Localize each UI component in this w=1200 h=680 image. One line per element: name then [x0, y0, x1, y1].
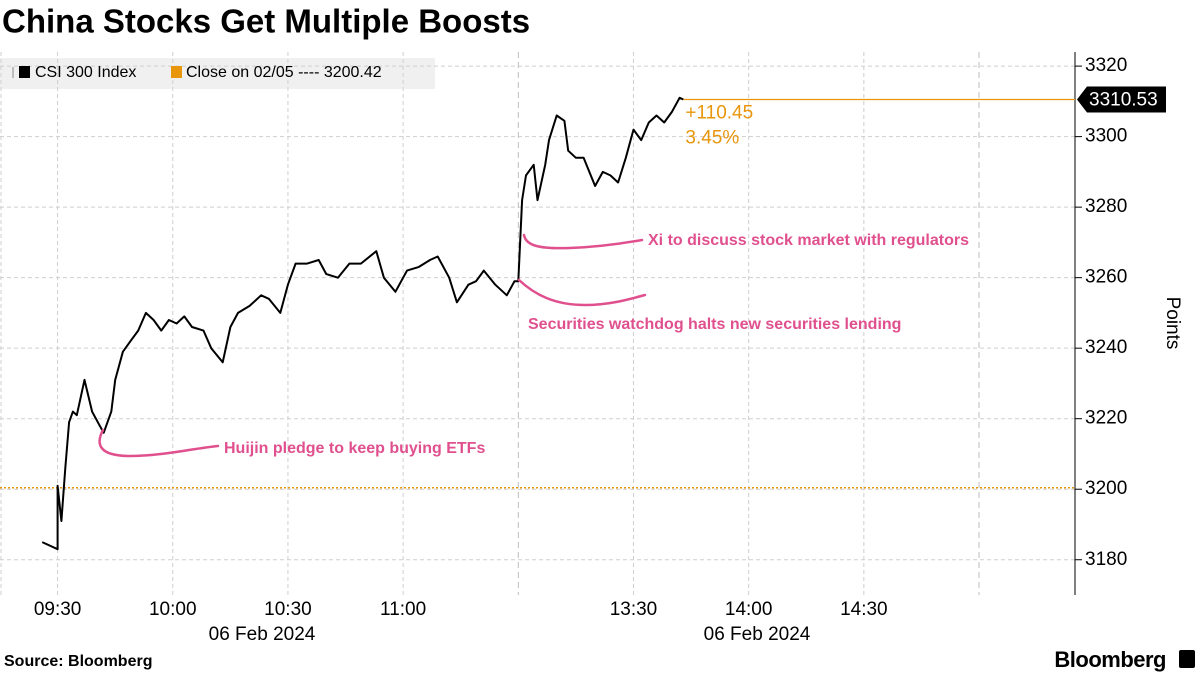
legend-background: [0, 58, 435, 89]
brand-icon: [1179, 650, 1195, 668]
chart-title: China Stocks Get Multiple Boosts: [2, 3, 530, 40]
y-tick-label: 3260: [1085, 267, 1127, 288]
x-tick-label: 11:00: [380, 599, 426, 620]
y-tick-label: 3200: [1085, 478, 1127, 499]
change-label: +110.45: [685, 103, 753, 124]
x-tick-label: 14:30: [840, 599, 888, 620]
y-tick-label: 3280: [1085, 196, 1127, 217]
x-tick-label: 10:00: [149, 599, 197, 620]
annotation-label: Huijin pledge to keep buying ETFs: [224, 440, 485, 457]
y-tick-label: 3180: [1085, 549, 1127, 570]
x-tick-label: 10:30: [264, 599, 312, 620]
annotation-label: Xi to discuss stock market with regulato…: [648, 232, 969, 249]
x-tick-label: 09:30: [34, 599, 82, 620]
y-tick-label: 3240: [1085, 337, 1127, 358]
annotation-curve: [98, 428, 220, 458]
brand: Bloomberg: [1054, 647, 1166, 672]
y-tick-label: 3300: [1085, 126, 1127, 147]
annotation-label: Securities watchdog halts new securities…: [528, 316, 901, 333]
legend-swatch: [171, 66, 182, 78]
annotation-curve: [522, 233, 644, 250]
source: Source: Bloomberg: [4, 653, 152, 670]
legend-label: Close on 02/05 ---- 3200.42: [186, 64, 382, 81]
y-axis-label: Points: [1162, 297, 1183, 350]
y-tick-label: 3320: [1085, 55, 1127, 76]
last-value-label: 3310.53: [1089, 90, 1158, 111]
x-tick-label: 13:30: [610, 599, 658, 620]
legend-label: CSI 300 Index: [35, 64, 136, 81]
line-series: [41, 96, 684, 551]
date-label: 06 Feb 2024: [704, 624, 811, 645]
annotation-curve: [517, 278, 647, 307]
last-value-badge: [1077, 86, 1166, 113]
legend-swatch: [19, 66, 30, 78]
date-label: 06 Feb 2024: [209, 624, 316, 645]
change-label: 3.45%: [685, 128, 739, 149]
y-tick-label: 3220: [1085, 408, 1127, 429]
x-tick-label: 14:00: [725, 599, 773, 620]
